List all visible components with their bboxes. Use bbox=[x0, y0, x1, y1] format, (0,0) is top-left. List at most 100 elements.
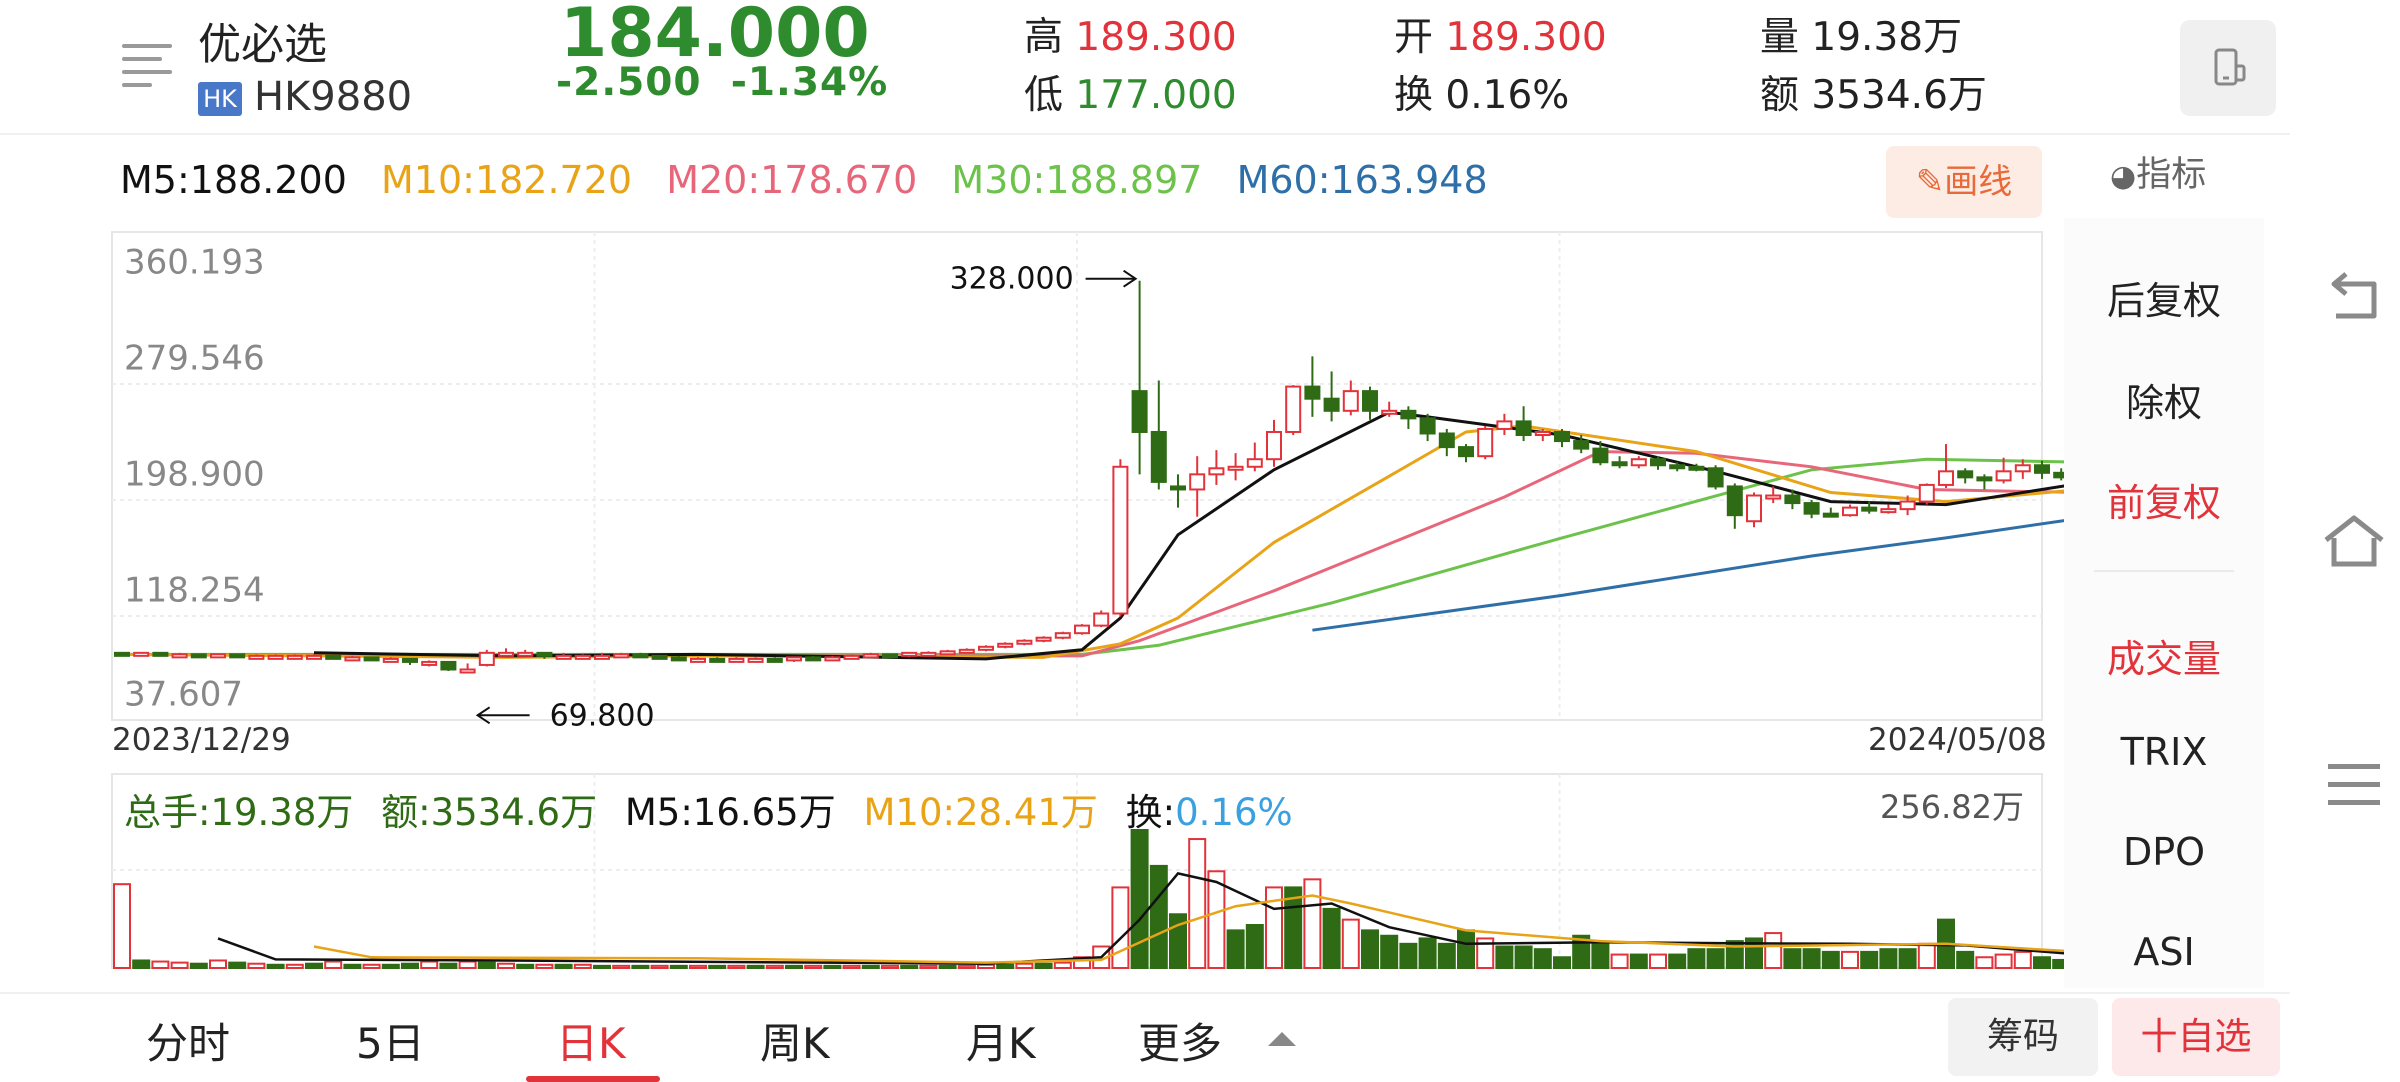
home-icon[interactable] bbox=[2322, 512, 2386, 572]
volume-bar-down bbox=[669, 964, 688, 970]
candle-up bbox=[1381, 409, 1398, 415]
candle-up bbox=[786, 656, 802, 662]
volume-bar-up bbox=[1917, 942, 1936, 969]
open-value: 189.300 bbox=[1445, 15, 1607, 60]
list-menu-icon[interactable] bbox=[122, 44, 172, 88]
volume-bar-down bbox=[746, 964, 765, 970]
tab-intraday[interactable]: 分时 bbox=[146, 1019, 231, 1068]
caret-up-icon[interactable] bbox=[1268, 1032, 1296, 1046]
side-item-trix[interactable]: TRIX bbox=[2120, 730, 2208, 774]
volume-bar-up bbox=[689, 964, 707, 970]
volume-bar-up bbox=[1994, 953, 2013, 970]
indicator-side-panel: 后复权 除权 前复权 成交量 TRIX DPO ASI bbox=[2064, 218, 2264, 988]
y-tick-label: 198.900 bbox=[124, 455, 265, 495]
side-item-post-adjust[interactable]: 后复权 bbox=[2106, 279, 2221, 323]
candle-up bbox=[171, 653, 188, 659]
candle-up bbox=[747, 657, 764, 663]
side-item-dpo[interactable]: DPO bbox=[2122, 830, 2206, 874]
hamburger-icon[interactable] bbox=[2326, 760, 2382, 810]
add-watchlist-button[interactable]: 十自选 bbox=[2112, 998, 2280, 1076]
change-percent: -1.34% bbox=[730, 60, 889, 105]
volume-bar-up bbox=[362, 963, 381, 969]
volume-bar-down bbox=[132, 959, 151, 970]
volume-bar-down bbox=[228, 961, 247, 969]
tab-weekly-k[interactable]: 周K bbox=[760, 1019, 830, 1068]
candle-down bbox=[1515, 420, 1532, 437]
y-tick-label: 118.254 bbox=[124, 571, 265, 611]
volume-bar-down bbox=[1706, 948, 1725, 969]
candle-down bbox=[882, 653, 898, 659]
side-item-volume[interactable]: 成交量 bbox=[2106, 637, 2221, 681]
volume-bar-down bbox=[938, 964, 957, 970]
candle-down bbox=[766, 657, 783, 663]
candle-down bbox=[1650, 458, 1666, 467]
volume-bar-down bbox=[439, 962, 458, 970]
volume-bar-down bbox=[1380, 934, 1399, 969]
candle-up bbox=[1016, 639, 1033, 645]
volume-bar-up bbox=[2013, 950, 2032, 969]
candle-down bbox=[440, 660, 457, 671]
candle-down bbox=[670, 656, 687, 662]
ma-line-m20 bbox=[121, 450, 2064, 658]
current-price: 184.000 bbox=[560, 0, 870, 73]
kline-chart[interactable]: 360.193 279.546 198.900 118.254 37.607 328.00… bbox=[0, 220, 2064, 980]
candle-up bbox=[1189, 473, 1206, 491]
candle-down bbox=[1419, 417, 1436, 435]
volume-bar-down bbox=[1898, 948, 1917, 969]
candle-up bbox=[1899, 500, 1916, 511]
back-icon[interactable] bbox=[2324, 270, 2384, 330]
candle-down bbox=[2053, 471, 2064, 479]
candle-up bbox=[517, 651, 534, 657]
price-change: -2.500 -1.34% bbox=[556, 60, 888, 105]
candle-up bbox=[498, 651, 514, 657]
stat-open: 开 189.300 bbox=[1394, 6, 1607, 62]
open-label: 开 bbox=[1394, 15, 1434, 60]
candle-up bbox=[978, 645, 994, 651]
y-tick-label: 279.546 bbox=[124, 339, 265, 379]
candle-up bbox=[1630, 458, 1647, 467]
ma10-value: M10:182.720 bbox=[381, 158, 633, 202]
candle-down bbox=[229, 653, 246, 659]
phone-icon bbox=[2214, 48, 2246, 86]
volume-bar-down bbox=[861, 964, 880, 970]
candle-down bbox=[536, 651, 553, 657]
volume-bar-down bbox=[900, 964, 919, 970]
candle-up bbox=[862, 653, 879, 659]
ma-legend: M5:188.200 M10:182.720 M20:178.670 M30:1… bbox=[120, 158, 1510, 202]
volume-bar-down bbox=[2052, 958, 2064, 969]
turnover-rate-value: 0.16% bbox=[1445, 73, 1570, 118]
volume-bar-down bbox=[1437, 942, 1456, 969]
candle-up bbox=[1054, 632, 1071, 639]
chips-button[interactable]: 筹码 bbox=[1948, 998, 2098, 1076]
candle-down bbox=[1976, 476, 1993, 482]
high-annotation: 328.000 bbox=[950, 262, 1074, 297]
candle-up bbox=[344, 656, 361, 662]
volume-bar-up bbox=[209, 959, 227, 970]
ma-line-m10 bbox=[121, 424, 2064, 659]
device-toggle-button[interactable] bbox=[2180, 20, 2276, 116]
candle-up bbox=[267, 654, 284, 660]
side-item-ex-rights[interactable]: 除权 bbox=[2125, 381, 2202, 425]
side-item-pre-adjust[interactable]: 前复权 bbox=[2106, 481, 2221, 525]
draw-line-button[interactable]: ✎画线 bbox=[1886, 146, 2042, 218]
tab-more[interactable]: 更多 bbox=[1138, 1019, 1223, 1068]
side-item-asi[interactable]: ASI bbox=[2133, 930, 2195, 974]
candle-down bbox=[1573, 440, 1590, 450]
stat-amount: 额 3534.6万 bbox=[1760, 64, 1987, 120]
volume-bar-down bbox=[1687, 948, 1706, 969]
candle-up bbox=[728, 657, 745, 663]
tab-daily-k[interactable]: 日K bbox=[556, 1019, 626, 1068]
candle-down bbox=[152, 651, 169, 657]
volume-ma5-line bbox=[217, 872, 2064, 965]
volume-bar-up bbox=[842, 964, 861, 970]
active-tab-indicator bbox=[526, 1076, 660, 1082]
volume-bar-down bbox=[1399, 942, 1418, 969]
volume-bar-down bbox=[1553, 956, 1571, 969]
tab-5day[interactable]: 5日 bbox=[356, 1019, 425, 1068]
tab-monthly-k[interactable]: 月K bbox=[966, 1019, 1036, 1068]
high-value: 189.300 bbox=[1075, 15, 1237, 60]
y-tick-label: 360.193 bbox=[124, 243, 265, 283]
volume-bar-up bbox=[727, 964, 746, 970]
indicator-button[interactable]: ◕指标 bbox=[2110, 146, 2206, 197]
volume-label: 量 bbox=[1760, 15, 1800, 60]
